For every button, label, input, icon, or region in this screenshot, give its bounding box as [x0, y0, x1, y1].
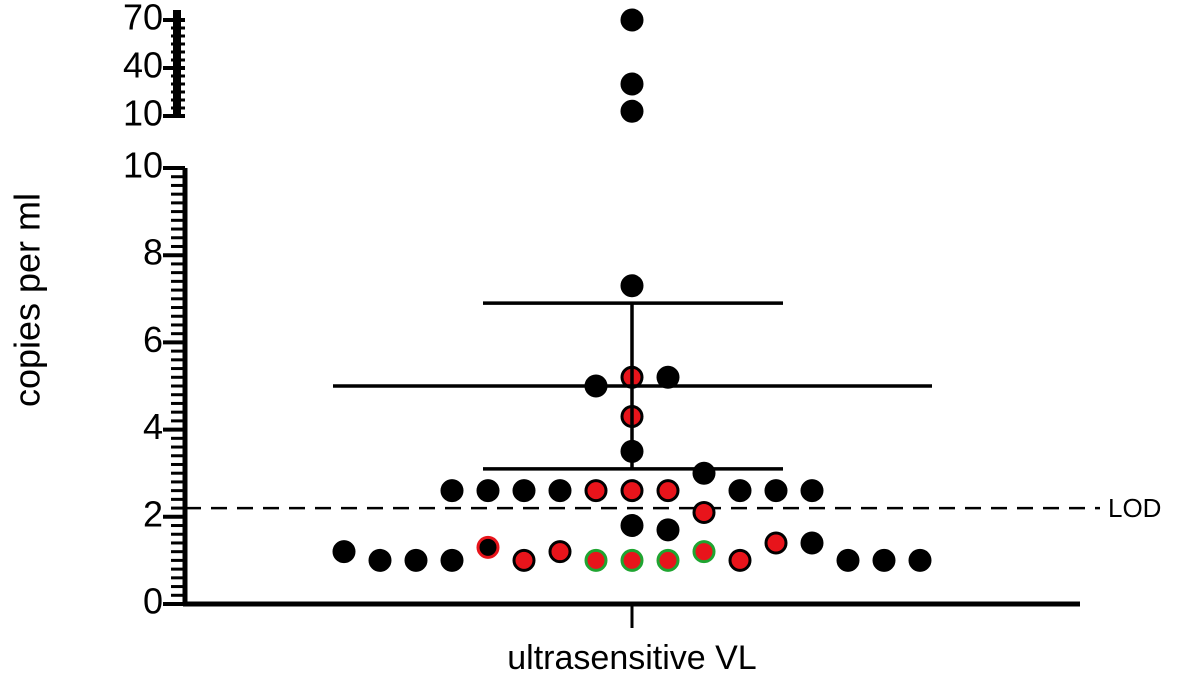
data-point [620, 72, 644, 96]
data-point [548, 540, 572, 564]
data-point [764, 531, 788, 555]
data-point [656, 479, 680, 503]
data-point [620, 479, 644, 503]
data-point [368, 548, 392, 572]
data-point [476, 535, 500, 559]
data-point [620, 548, 644, 572]
y-tick-label: 4 [143, 406, 163, 447]
data-point [800, 531, 824, 555]
data-point [692, 500, 716, 524]
data-point [620, 274, 644, 298]
y-tick-label: 8 [143, 232, 163, 273]
data-point [764, 479, 788, 503]
y-tick-label: 6 [143, 319, 163, 360]
data-point [620, 514, 644, 538]
y-tick-label: 0 [143, 581, 163, 622]
data-point [836, 548, 860, 572]
x-tick-label: ultrasensitive VL [507, 639, 756, 677]
data-point [512, 548, 536, 572]
data-point [584, 479, 608, 503]
data-point [800, 479, 824, 503]
data-point [728, 479, 752, 503]
data-point [692, 461, 716, 485]
y-tick-label: 10 [123, 145, 163, 186]
data-point [908, 548, 932, 572]
data-point [728, 548, 752, 572]
data-point [476, 479, 500, 503]
y-tick-label: 2 [143, 493, 163, 534]
y-axis-label: copies per ml [7, 193, 48, 407]
y-tick-label: 10 [123, 93, 163, 134]
data-point [404, 548, 428, 572]
data-point [656, 548, 680, 572]
data-point [584, 548, 608, 572]
data-point [872, 548, 896, 572]
y-tick-label: 70 [123, 0, 163, 38]
data-point [692, 540, 716, 564]
y-tick-label: 40 [123, 45, 163, 86]
data-point [620, 99, 644, 123]
data-point [548, 479, 572, 503]
data-point [620, 8, 644, 32]
data-point [440, 479, 464, 503]
data-point [440, 548, 464, 572]
data-point [332, 540, 356, 564]
lod-label: LOD [1108, 493, 1161, 523]
data-point [656, 518, 680, 542]
data-point [512, 479, 536, 503]
